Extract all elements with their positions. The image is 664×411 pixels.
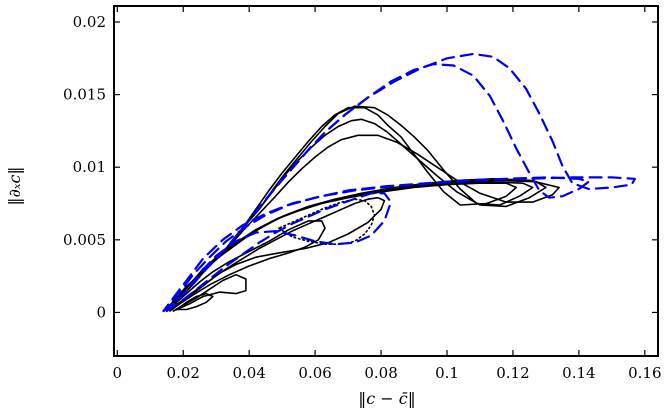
- x-tick-label: 0.1: [435, 364, 459, 382]
- x-tick-label: 0.12: [496, 364, 529, 382]
- series-group: [162, 52, 637, 313]
- axes: 0 0.02 0.04 0.06 0.08 0.1 0.12 0.14 0.16 0 0.005 0.…: [63, 5, 662, 382]
- y-tick-label: 0.005: [63, 231, 106, 249]
- series-line-10: [162, 62, 590, 313]
- x-tick-label: 0.08: [364, 364, 397, 382]
- x-tick-label: 0.14: [562, 364, 595, 382]
- x-tick-label: 0.06: [298, 364, 331, 382]
- plot-frame: [113, 5, 659, 357]
- series-line-6: [169, 220, 326, 312]
- x-tick-label: 0.16: [628, 364, 661, 382]
- y-tick-label: 0.02: [73, 13, 106, 31]
- y-tick-label: 0.01: [73, 158, 106, 176]
- y-tick-label: 0: [96, 303, 106, 321]
- series-line-12: [165, 192, 392, 313]
- x-tick-label: 0: [113, 364, 123, 382]
- series-line-4: [162, 134, 560, 312]
- series-line-11: [162, 52, 637, 313]
- series-line-9: [277, 198, 376, 245]
- x-axis-label: ‖c − c̄‖: [358, 389, 416, 408]
- y-axis-label: ‖∂ₓc‖: [5, 167, 24, 206]
- x-tick-label: 0.02: [167, 364, 200, 382]
- series-line-5: [166, 196, 386, 312]
- x-tick-label: 0.04: [232, 364, 265, 382]
- series-line-8: [175, 292, 214, 311]
- y-tick-label: 0.015: [63, 86, 106, 104]
